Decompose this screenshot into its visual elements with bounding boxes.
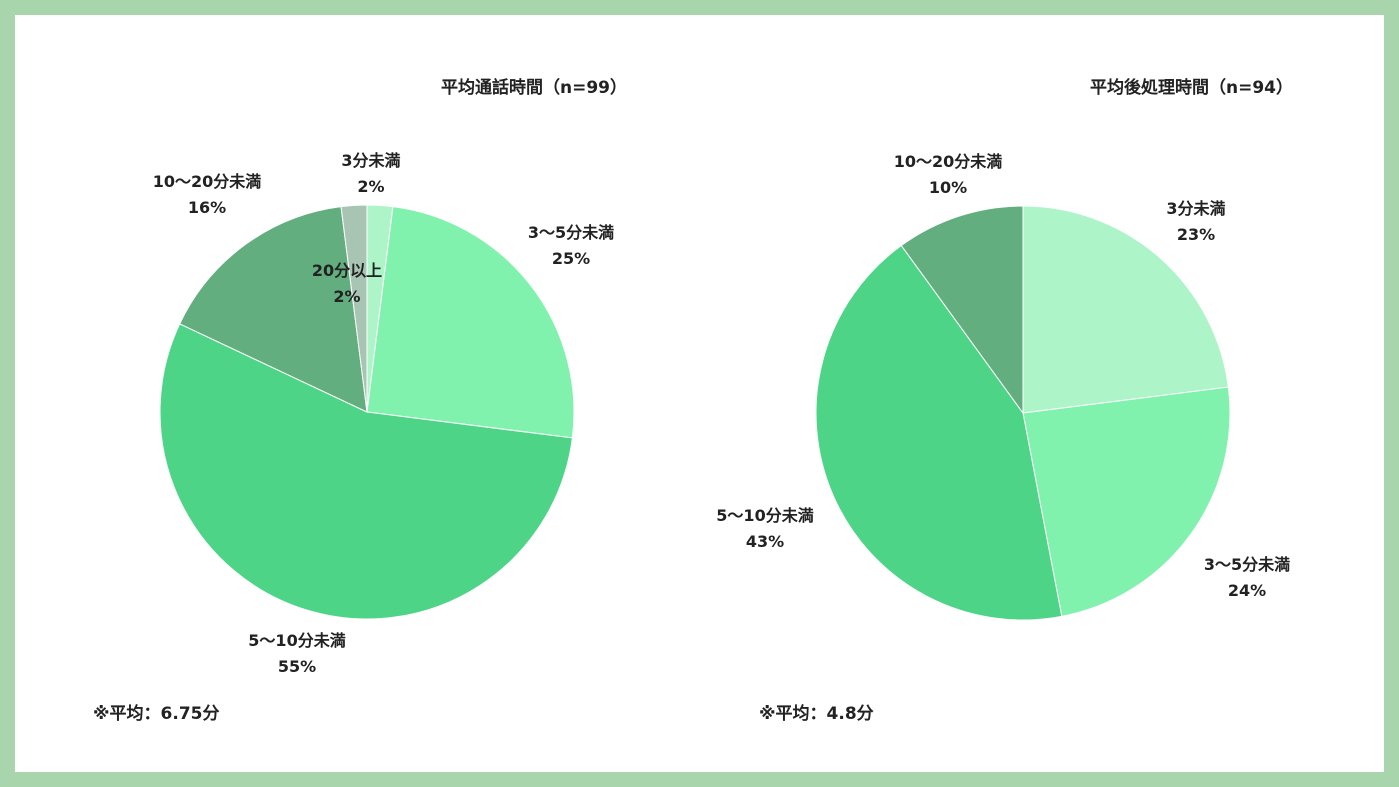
pie-slice bbox=[900, 205, 1024, 415]
average-note-call: ※平均：6.75分 bbox=[93, 704, 220, 724]
slice-value-label: 24% bbox=[1228, 581, 1266, 600]
chart-title: 平均通話時間（n=99） bbox=[441, 77, 627, 98]
pie-charts: 平均通話時間（n=99） 3分未満 2% 3〜5分未満 25% 5〜10分未満 55% 10〜… bbox=[153, 77, 1293, 676]
slice-label: 3分未満 bbox=[1166, 199, 1225, 218]
pie-slice bbox=[340, 204, 368, 413]
slice-value-label: 2% bbox=[333, 287, 360, 306]
slice-value-label: 43% bbox=[746, 532, 784, 551]
slice-value-label: 2% bbox=[357, 177, 384, 196]
slice-value-label: 23% bbox=[1177, 225, 1215, 244]
pie-slice bbox=[366, 206, 575, 439]
pie-slice bbox=[1022, 386, 1231, 617]
slice-value-label: 55% bbox=[278, 657, 316, 676]
slice-label: 10〜20分未満 bbox=[153, 172, 262, 191]
slice-value-label: 25% bbox=[552, 249, 590, 268]
slice-label: 20分以上 bbox=[312, 261, 382, 280]
pie-slice bbox=[1022, 205, 1229, 414]
chart-panel: 平均通話時間（n=99） 3分未満 2% 3〜5分未満 25% 5〜10分未満 55% 10〜… bbox=[15, 15, 1384, 772]
slice-label: 10〜20分未満 bbox=[894, 152, 1003, 171]
slice-label: 3〜5分未満 bbox=[528, 223, 614, 242]
pie-slice bbox=[179, 206, 368, 413]
slice-value-label: 10% bbox=[929, 178, 967, 197]
chart-title: 平均後処理時間（n=94） bbox=[1090, 77, 1293, 98]
pie-chart-1: 平均通話時間（n=99） 3分未満 2% 3〜5分未満 25% 5〜10分未満 55% 10〜… bbox=[153, 77, 627, 676]
pie-slice bbox=[815, 244, 1063, 621]
slice-label: 5〜10分未満 bbox=[248, 631, 345, 650]
slice-label: 3分未満 bbox=[341, 151, 400, 170]
pie-chart-2: 平均後処理時間（n=94） 3分未満 23% 3〜5分未満 24% 5〜10分未満 43% 1… bbox=[716, 77, 1293, 621]
average-note-after-call: ※平均：4.8分 bbox=[759, 704, 874, 724]
slice-label: 3〜5分未満 bbox=[1204, 555, 1290, 574]
pie-slice bbox=[159, 323, 573, 620]
slice-label: 5〜10分未満 bbox=[716, 506, 813, 525]
slice-value-label: 16% bbox=[188, 198, 226, 217]
